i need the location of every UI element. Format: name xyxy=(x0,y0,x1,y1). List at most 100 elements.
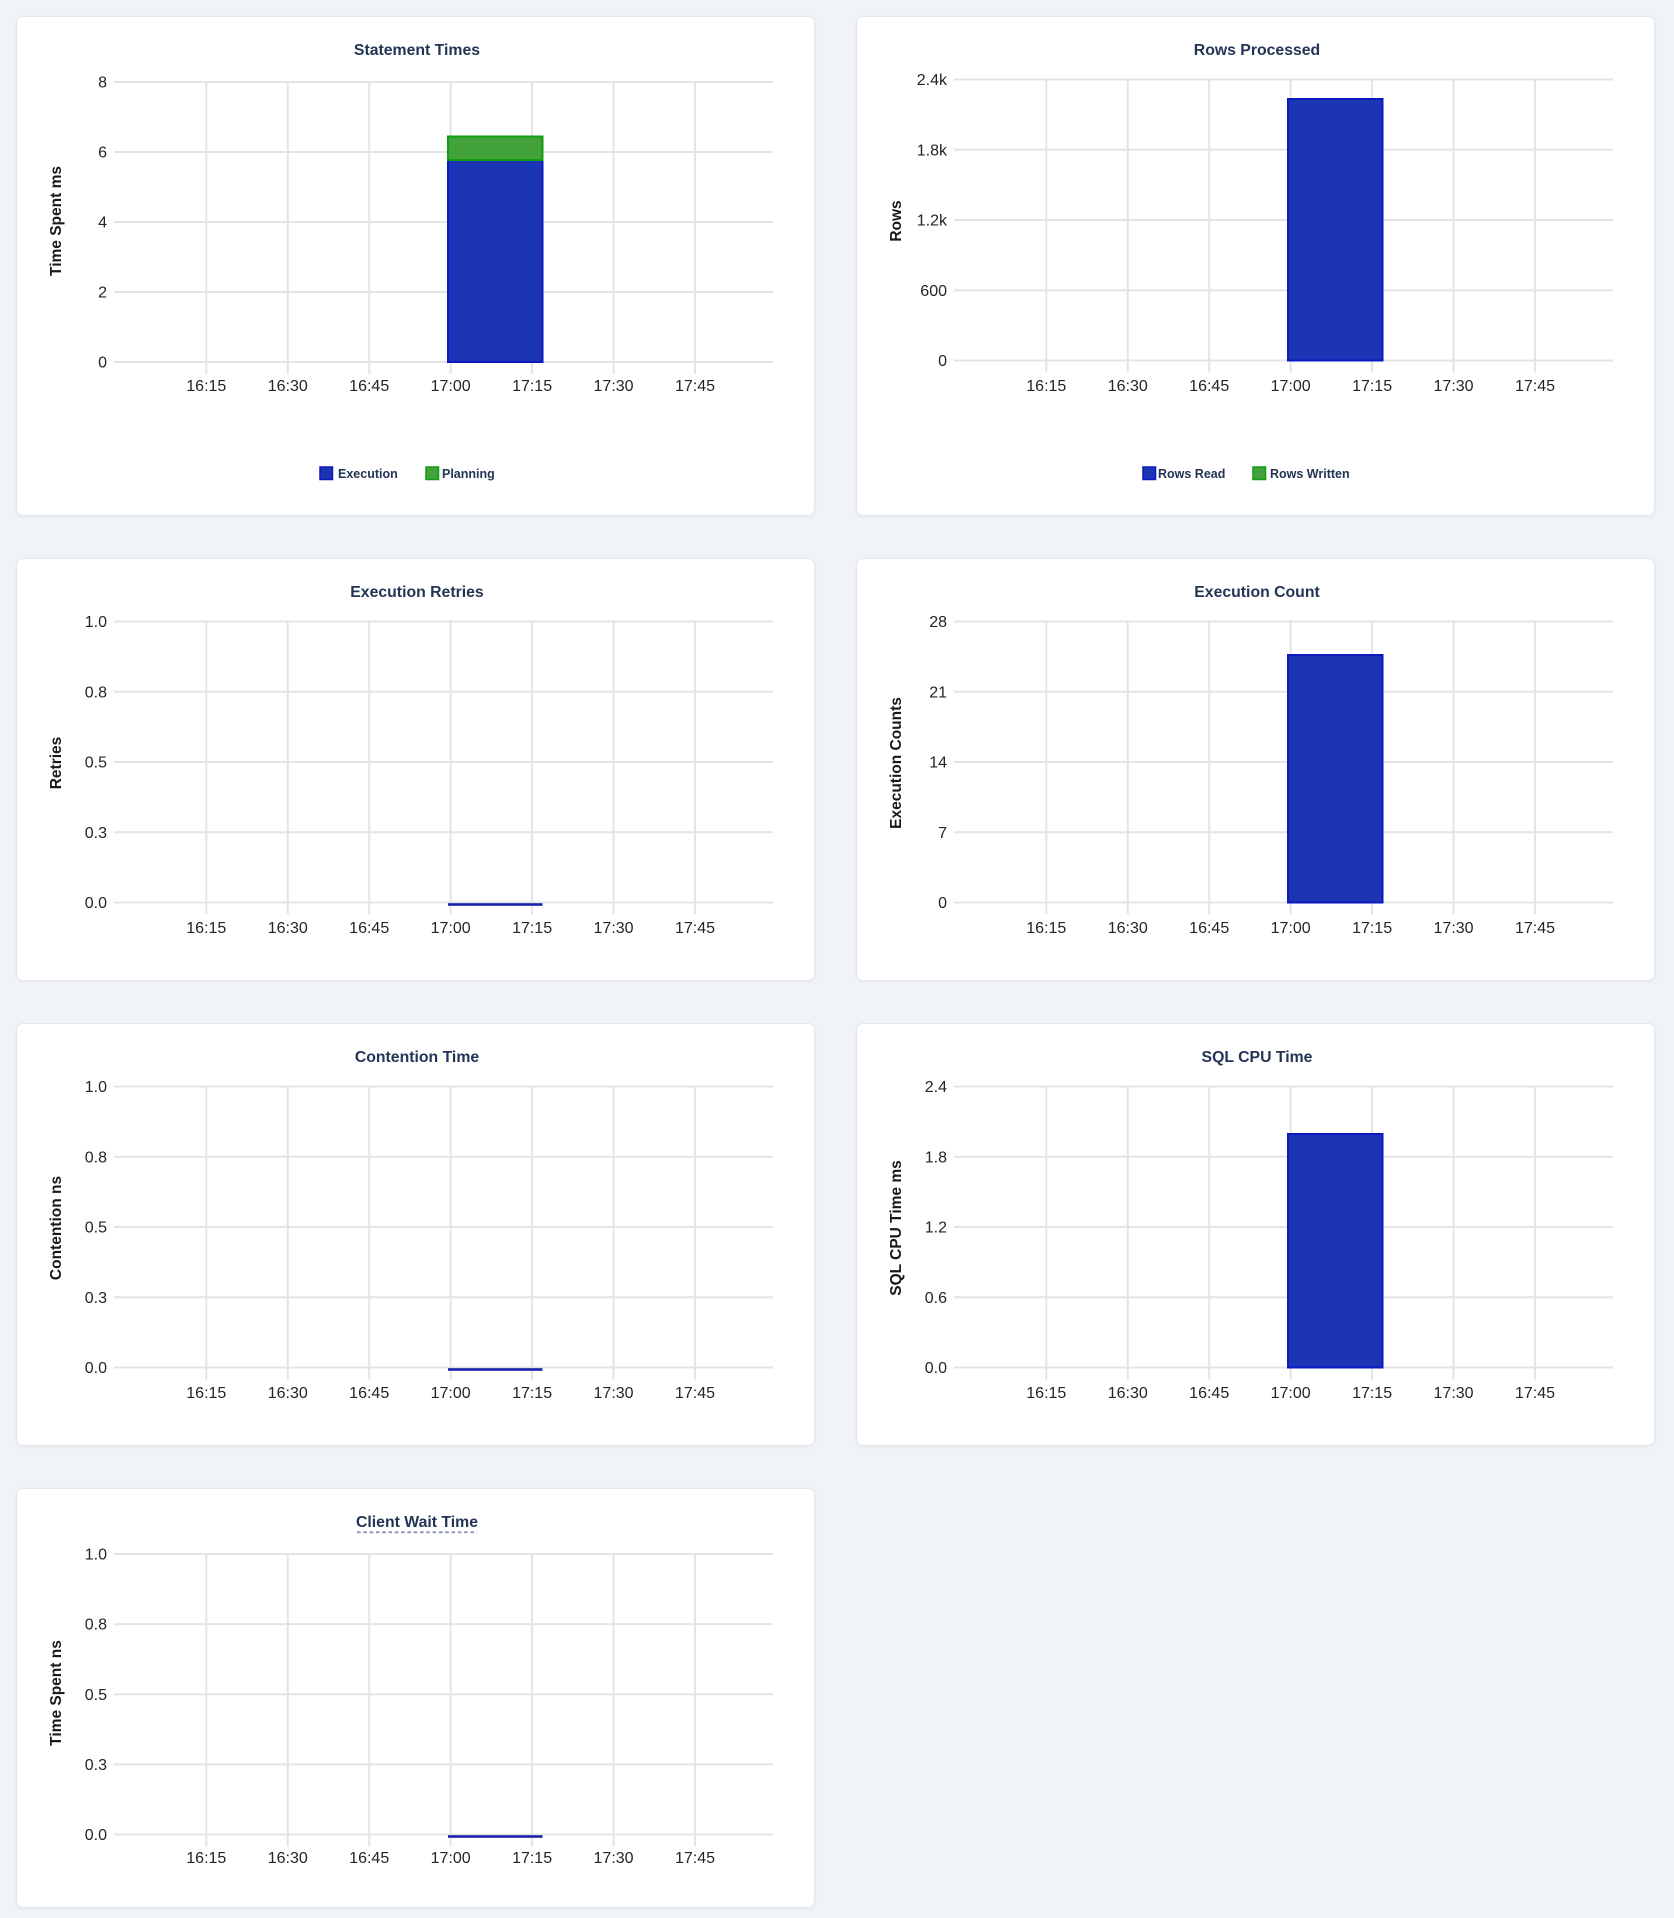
svg-text:17:15: 17:15 xyxy=(512,920,552,937)
svg-text:0.5: 0.5 xyxy=(85,1687,107,1704)
svg-text:17:15: 17:15 xyxy=(1352,1385,1392,1402)
svg-text:2.4: 2.4 xyxy=(925,1079,947,1096)
svg-text:4: 4 xyxy=(98,215,107,232)
svg-text:Rows Processed: Rows Processed xyxy=(1194,42,1320,59)
svg-text:1.8k: 1.8k xyxy=(917,142,948,159)
svg-text:1.2: 1.2 xyxy=(925,1220,947,1237)
svg-text:Execution Retries: Execution Retries xyxy=(350,584,484,601)
svg-text:Rows: Rows xyxy=(888,200,905,241)
svg-text:17:45: 17:45 xyxy=(675,1850,715,1867)
svg-text:1.0: 1.0 xyxy=(85,614,107,631)
svg-text:16:15: 16:15 xyxy=(186,378,226,395)
svg-text:17:00: 17:00 xyxy=(431,920,471,937)
svg-text:16:30: 16:30 xyxy=(268,920,308,937)
svg-text:Time Spent ms: Time Spent ms xyxy=(48,166,65,276)
svg-text:0: 0 xyxy=(938,353,947,370)
svg-text:17:15: 17:15 xyxy=(1352,378,1392,395)
svg-text:2.4k: 2.4k xyxy=(917,72,948,89)
svg-text:7: 7 xyxy=(938,825,947,842)
svg-text:16:45: 16:45 xyxy=(349,378,389,395)
svg-text:Contention ns: Contention ns xyxy=(48,1176,65,1280)
svg-text:17:45: 17:45 xyxy=(1515,378,1555,395)
svg-text:17:45: 17:45 xyxy=(675,920,715,937)
svg-text:0: 0 xyxy=(938,895,947,912)
svg-text:Client Wait Time: Client Wait Time xyxy=(356,1514,478,1531)
svg-text:17:15: 17:15 xyxy=(512,1385,552,1402)
svg-text:17:30: 17:30 xyxy=(594,1385,634,1402)
svg-text:17:30: 17:30 xyxy=(1434,920,1474,937)
svg-text:17:45: 17:45 xyxy=(675,1385,715,1402)
svg-text:Execution: Execution xyxy=(338,467,398,481)
svg-text:0.6: 0.6 xyxy=(925,1290,947,1307)
svg-text:0.0: 0.0 xyxy=(85,1360,107,1377)
svg-text:Time Spent ns: Time Spent ns xyxy=(48,1640,65,1746)
svg-text:16:15: 16:15 xyxy=(186,1385,226,1402)
svg-text:16:15: 16:15 xyxy=(186,1850,226,1867)
svg-text:17:00: 17:00 xyxy=(1271,378,1311,395)
svg-text:0.5: 0.5 xyxy=(85,755,107,772)
svg-text:0.3: 0.3 xyxy=(85,825,107,842)
svg-text:600: 600 xyxy=(920,283,947,300)
svg-text:16:30: 16:30 xyxy=(1108,920,1148,937)
svg-text:1.0: 1.0 xyxy=(85,1079,107,1096)
svg-text:16:45: 16:45 xyxy=(1189,920,1229,937)
svg-text:8: 8 xyxy=(98,75,107,92)
svg-text:17:15: 17:15 xyxy=(512,1850,552,1867)
svg-text:17:45: 17:45 xyxy=(675,378,715,395)
svg-text:0.0: 0.0 xyxy=(85,895,107,912)
svg-text:17:30: 17:30 xyxy=(1434,1385,1474,1402)
svg-text:0.3: 0.3 xyxy=(85,1757,107,1774)
svg-text:17:30: 17:30 xyxy=(594,920,634,937)
svg-text:Execution Counts: Execution Counts xyxy=(888,697,905,829)
svg-text:0.8: 0.8 xyxy=(85,1149,107,1166)
svg-text:17:00: 17:00 xyxy=(431,1385,471,1402)
svg-text:1.2k: 1.2k xyxy=(917,213,948,230)
svg-text:28: 28 xyxy=(929,614,947,631)
svg-text:17:45: 17:45 xyxy=(1515,920,1555,937)
svg-text:16:45: 16:45 xyxy=(349,920,389,937)
svg-text:21: 21 xyxy=(929,684,947,701)
svg-text:0.5: 0.5 xyxy=(85,1220,107,1237)
svg-text:17:00: 17:00 xyxy=(1271,1385,1311,1402)
svg-text:17:30: 17:30 xyxy=(1434,378,1474,395)
svg-text:1.0: 1.0 xyxy=(85,1547,107,1564)
svg-text:17:15: 17:15 xyxy=(1352,920,1392,937)
svg-text:Contention Time: Contention Time xyxy=(355,1049,480,1066)
svg-text:Execution Count: Execution Count xyxy=(1194,584,1320,601)
svg-text:16:30: 16:30 xyxy=(1108,378,1148,395)
svg-text:1.8: 1.8 xyxy=(925,1149,947,1166)
svg-text:16:15: 16:15 xyxy=(1026,1385,1066,1402)
svg-text:17:00: 17:00 xyxy=(431,1850,471,1867)
svg-text:0.0: 0.0 xyxy=(925,1360,947,1377)
svg-text:16:30: 16:30 xyxy=(1108,1385,1148,1402)
svg-text:17:00: 17:00 xyxy=(1271,920,1311,937)
svg-text:14: 14 xyxy=(929,755,947,772)
svg-text:16:15: 16:15 xyxy=(186,920,226,937)
svg-text:0.8: 0.8 xyxy=(85,684,107,701)
svg-text:16:45: 16:45 xyxy=(349,1385,389,1402)
svg-text:0.0: 0.0 xyxy=(85,1827,107,1844)
svg-text:16:30: 16:30 xyxy=(268,378,308,395)
svg-text:16:15: 16:15 xyxy=(1026,378,1066,395)
svg-text:17:00: 17:00 xyxy=(431,378,471,395)
svg-text:Rows Read: Rows Read xyxy=(1158,467,1225,481)
svg-text:16:30: 16:30 xyxy=(268,1385,308,1402)
svg-text:Planning: Planning xyxy=(442,467,495,481)
svg-text:17:45: 17:45 xyxy=(1515,1385,1555,1402)
svg-text:0.3: 0.3 xyxy=(85,1290,107,1307)
svg-text:SQL CPU Time: SQL CPU Time xyxy=(1202,1049,1313,1066)
svg-text:Statement Times: Statement Times xyxy=(354,42,480,59)
svg-text:SQL CPU Time ms: SQL CPU Time ms xyxy=(888,1160,905,1296)
svg-text:Retries: Retries xyxy=(48,737,65,790)
svg-text:17:15: 17:15 xyxy=(512,378,552,395)
svg-text:16:45: 16:45 xyxy=(1189,1385,1229,1402)
svg-text:16:15: 16:15 xyxy=(1026,920,1066,937)
svg-text:0.8: 0.8 xyxy=(85,1617,107,1634)
svg-text:0: 0 xyxy=(98,355,107,372)
svg-text:2: 2 xyxy=(98,285,107,302)
svg-text:16:45: 16:45 xyxy=(349,1850,389,1867)
svg-text:16:30: 16:30 xyxy=(268,1850,308,1867)
svg-text:17:30: 17:30 xyxy=(594,378,634,395)
svg-text:Rows Written: Rows Written xyxy=(1270,467,1350,481)
svg-text:17:30: 17:30 xyxy=(594,1850,634,1867)
